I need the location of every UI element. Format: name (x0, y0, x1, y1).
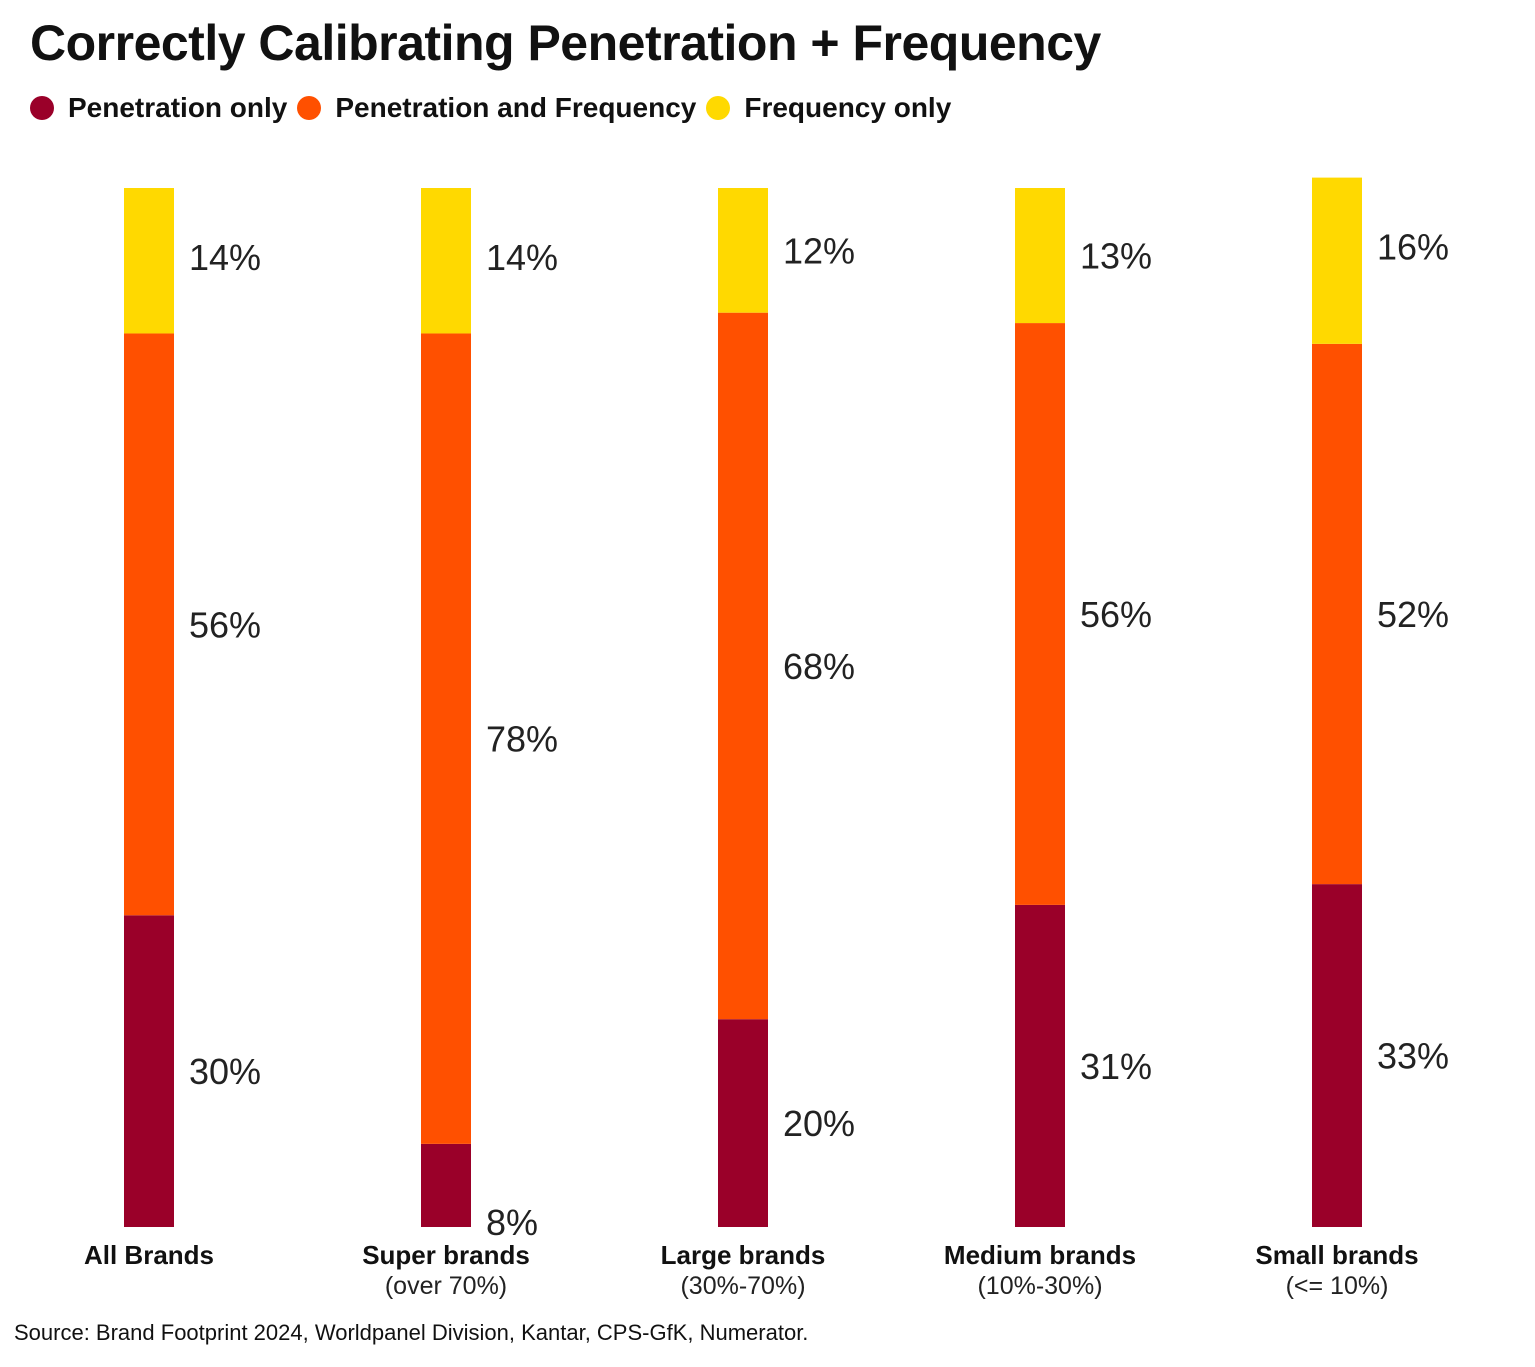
bar-segment-all-brands-frequency-only (124, 188, 174, 334)
category-subtitle-super-brands: (over 70%) (385, 1272, 507, 1300)
data-label-large-brands-frequency-only: 12% (783, 230, 855, 271)
legend: Penetration only Penetration and Frequen… (30, 92, 961, 124)
data-label-medium-brands-penetration-only: 31% (1080, 1046, 1152, 1087)
legend-swatch (297, 96, 322, 120)
data-label-all-brands-penetration-only: 30% (189, 1051, 261, 1092)
category-subtitle-large-brands: (30%-70%) (680, 1272, 805, 1300)
data-label-super-brands-penetration-and-frequency: 78% (486, 719, 558, 760)
source-note: Source: Brand Footprint 2024, Worldpanel… (14, 1320, 809, 1345)
category-label-large-brands: Large brands (661, 1240, 826, 1270)
category-subtitle-small-brands: (<= 10%) (1286, 1272, 1389, 1300)
bar-segment-large-brands-penetration-and-frequency (718, 312, 768, 1020)
data-label-all-brands-penetration-and-frequency: 56% (189, 604, 261, 645)
data-label-small-brands-penetration-and-frequency: 52% (1377, 594, 1449, 635)
bar-segment-medium-brands-penetration-only (1015, 904, 1065, 1227)
bar-segment-super-brands-penetration-and-frequency (421, 333, 471, 1144)
bar-segment-large-brands-penetration-only (718, 1019, 768, 1227)
bar-segment-small-brands-penetration-only (1312, 884, 1362, 1227)
chart-title: Correctly Calibrating Penetration + Freq… (30, 15, 1101, 71)
data-label-large-brands-penetration-and-frequency: 68% (783, 646, 855, 687)
category-label-super-brands: Super brands (362, 1240, 530, 1270)
bar-segment-medium-brands-frequency-only (1015, 188, 1065, 324)
bar-segment-small-brands-penetration-and-frequency (1312, 343, 1362, 885)
data-label-large-brands-penetration-only: 20% (783, 1103, 855, 1144)
legend-item-penetration-only: Penetration only (30, 92, 287, 124)
bar-segment-super-brands-frequency-only (421, 188, 471, 334)
category-label-all-brands: All Brands (84, 1240, 214, 1270)
data-label-super-brands-penetration-only: 8% (486, 1202, 538, 1243)
data-label-super-brands-frequency-only: 14% (486, 237, 558, 278)
data-label-small-brands-frequency-only: 16% (1377, 227, 1449, 268)
data-label-small-brands-penetration-only: 33% (1377, 1036, 1449, 1077)
legend-label: Penetration and Frequency (335, 92, 697, 123)
category-label-medium-brands: Medium brands (944, 1240, 1136, 1270)
data-label-all-brands-frequency-only: 14% (189, 237, 261, 278)
category-subtitle-medium-brands: (10%-30%) (977, 1272, 1102, 1300)
bar-segment-all-brands-penetration-and-frequency (124, 333, 174, 916)
legend-swatch (706, 96, 731, 120)
legend-swatch (30, 96, 54, 120)
bar-segment-small-brands-frequency-only (1312, 177, 1362, 344)
category-label-small-brands: Small brands (1255, 1240, 1418, 1270)
data-label-medium-brands-frequency-only: 13% (1080, 236, 1152, 277)
bar-segment-all-brands-penetration-only (124, 915, 174, 1227)
bar-segment-large-brands-frequency-only (718, 188, 768, 313)
legend-label: Penetration only (68, 92, 288, 123)
legend-item-frequency-only: Frequency only (706, 92, 951, 124)
data-label-medium-brands-penetration-and-frequency: 56% (1080, 594, 1152, 635)
bar-segment-super-brands-penetration-only (421, 1143, 471, 1227)
bar-segment-medium-brands-penetration-and-frequency (1015, 323, 1065, 905)
legend-item-penetration-and-frequency: Penetration and Frequency (297, 92, 696, 124)
legend-label: Frequency only (744, 92, 952, 123)
